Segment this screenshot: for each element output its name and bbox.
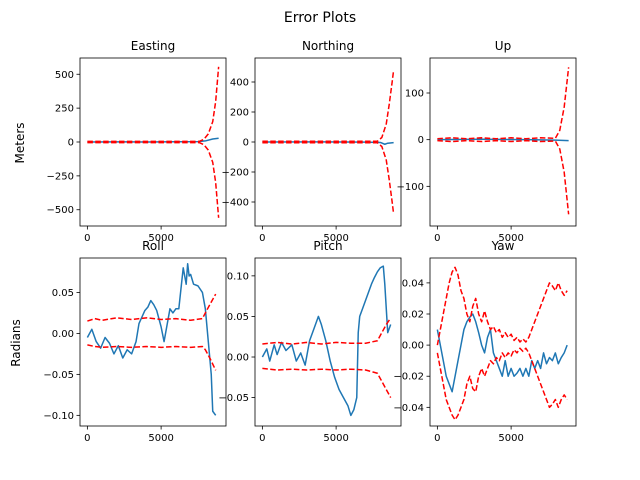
y-tick-label: −400 xyxy=(222,198,249,209)
x-tick-label: 0 xyxy=(84,233,90,244)
bound-line-1 xyxy=(436,266,568,346)
x-tick-label: 0 xyxy=(84,433,90,444)
error-line-0 xyxy=(436,313,568,393)
x-tick-label: 5000 xyxy=(148,233,173,244)
subplot-northing: 0 5000 400 200 0 −200 −400 Northing xyxy=(222,39,402,244)
axes-frame xyxy=(429,257,577,427)
x-tick-label: 0 xyxy=(259,433,265,444)
error-line-0 xyxy=(261,265,392,417)
figure-suptitle: Error Plots xyxy=(284,10,356,26)
y-tick-label: 0.05 xyxy=(227,312,249,323)
bound-line-2 xyxy=(262,367,392,398)
y-tick-label: −0.10 xyxy=(43,411,74,422)
y-tick-label: 250 xyxy=(55,104,74,115)
subplot-title: Easting xyxy=(131,39,175,53)
bound-line-1 xyxy=(262,69,395,142)
subplot-pitch: 0 5000 0.10 0.05 0.00 −0.05 Pitch xyxy=(218,239,402,444)
y-tick-label: −0.02 xyxy=(393,372,424,383)
series-group xyxy=(261,265,392,417)
x-tick-label: 5000 xyxy=(148,433,173,444)
x-tick-label: 0 xyxy=(259,233,265,244)
y-tick-label: 0.00 xyxy=(227,353,249,364)
y-tick-label: −0.05 xyxy=(43,370,74,381)
bound-line-2 xyxy=(87,141,220,218)
subplot-title: Roll xyxy=(142,239,164,253)
y-tick-label: 0.05 xyxy=(52,288,74,299)
y-tick-label: 0.10 xyxy=(227,271,249,282)
x-tick-label: 5000 xyxy=(323,233,348,244)
y-tick-label: −250 xyxy=(47,171,74,182)
bound-line-1 xyxy=(262,317,392,345)
bound-line-2 xyxy=(87,344,217,371)
y-tick-label: 100 xyxy=(405,89,424,100)
series-group xyxy=(87,66,220,218)
ylabel-meters: Meters xyxy=(13,122,27,163)
y-tick-label: −200 xyxy=(222,168,249,179)
y-tick-label: 0.04 xyxy=(402,278,424,289)
y-tick-label: 0.02 xyxy=(402,310,424,321)
y-tick-label: 0.00 xyxy=(402,341,424,352)
x-tick-label: 5000 xyxy=(498,233,523,244)
y-tick-label: −100 xyxy=(397,182,424,193)
error-line-0 xyxy=(86,262,217,416)
subplot-up: 0 5000 100 0 −100 Up xyxy=(397,39,577,244)
y-tick-label: −0.05 xyxy=(218,393,249,404)
subplot-easting: 0 5000 500 250 0 −250 −500 Easting xyxy=(47,39,227,244)
subplot-title: Up xyxy=(495,39,511,53)
subplot-roll: 0 5000 0.05 0.00 −0.05 −0.10 Roll xyxy=(43,239,227,444)
bound-line-1 xyxy=(87,293,217,322)
series-group xyxy=(437,67,570,215)
series-group xyxy=(86,262,217,416)
bound-line-1 xyxy=(87,66,220,143)
x-tick-label: 5000 xyxy=(498,433,523,444)
y-tick-label: 500 xyxy=(55,70,74,81)
y-tick-label: 400 xyxy=(230,78,249,89)
error-line-0 xyxy=(437,138,569,142)
x-tick-label: 5000 xyxy=(323,433,348,444)
bound-line-2 xyxy=(262,142,395,215)
y-tick-label: 0 xyxy=(68,138,74,149)
y-tick-label: −0.04 xyxy=(393,403,424,414)
subplot-title: Pitch xyxy=(313,239,342,253)
ylabel-radians: Radians xyxy=(9,319,23,367)
x-tick-label: 0 xyxy=(434,233,440,244)
y-tick-label: 200 xyxy=(230,108,249,119)
bound-line-2 xyxy=(437,139,570,215)
subplot-yaw: 0 5000 0.04 0.02 0.00 −0.02 −0.04 Yaw xyxy=(393,239,577,444)
axes-frame xyxy=(254,257,402,427)
series-group xyxy=(436,266,568,421)
axes-frame xyxy=(79,257,227,427)
bound-line-2 xyxy=(436,347,568,421)
y-tick-label: 0 xyxy=(418,135,424,146)
y-tick-label: 0.00 xyxy=(52,329,74,340)
series-group xyxy=(262,69,395,215)
axes-frame xyxy=(429,57,577,227)
bound-line-1 xyxy=(437,67,570,140)
y-tick-label: 0 xyxy=(243,138,249,149)
x-tick-label: 0 xyxy=(434,433,440,444)
subplot-title: Yaw xyxy=(491,239,515,253)
subplot-title: Northing xyxy=(302,39,354,53)
y-tick-label: −500 xyxy=(47,205,74,216)
